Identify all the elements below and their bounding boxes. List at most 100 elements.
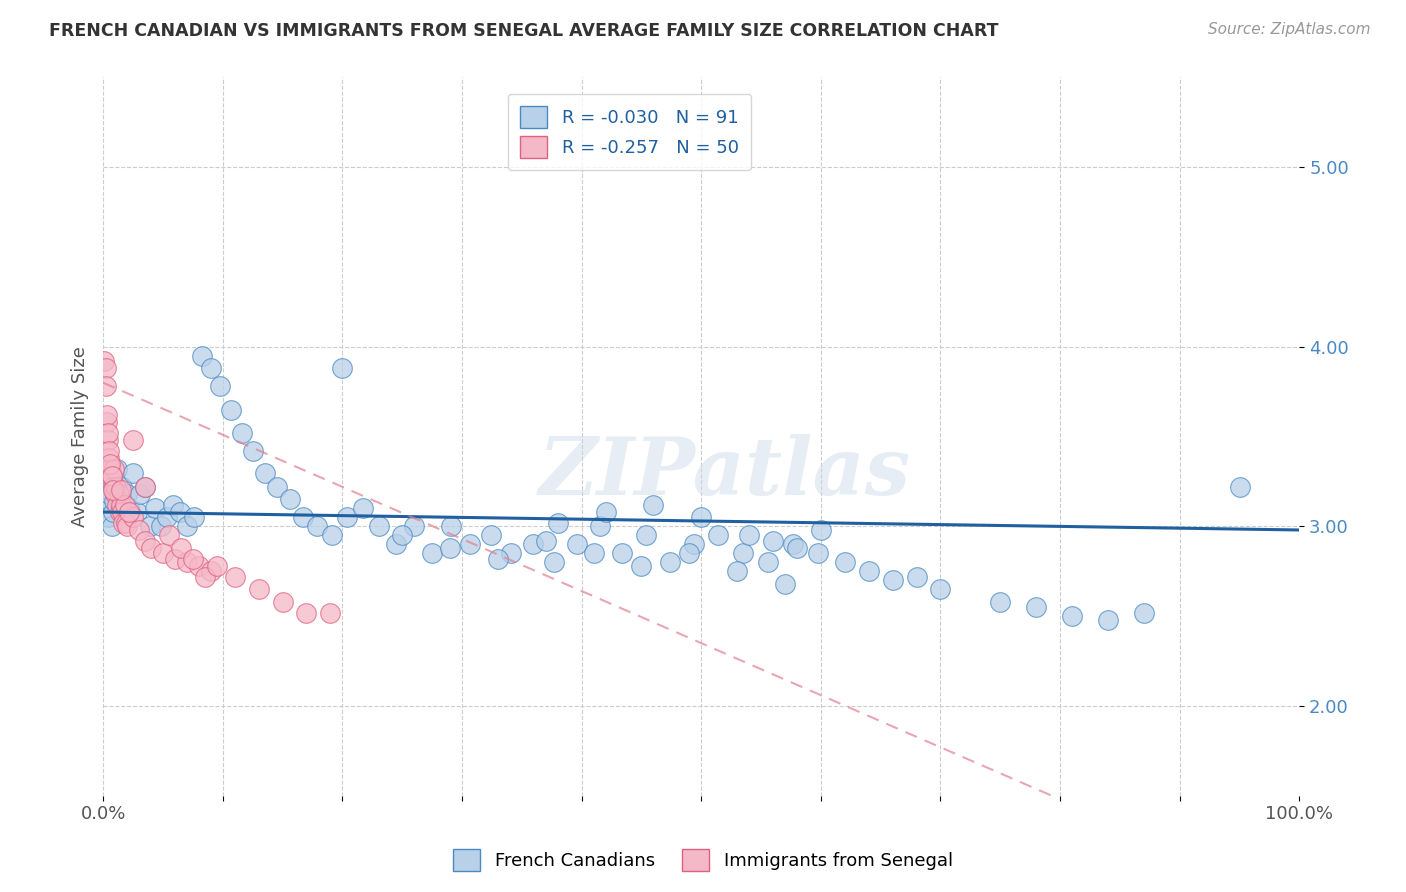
Point bbox=[162, 498, 184, 512]
Point bbox=[834, 555, 856, 569]
Point bbox=[100, 469, 122, 483]
Point bbox=[94, 361, 117, 376]
Point bbox=[115, 516, 138, 530]
Point bbox=[420, 546, 443, 560]
Point bbox=[152, 546, 174, 560]
Point bbox=[125, 505, 148, 519]
Point bbox=[439, 541, 461, 555]
Point bbox=[98, 444, 121, 458]
Y-axis label: Average Family Size: Average Family Size bbox=[72, 346, 89, 527]
Legend: R = -0.030   N = 91, R = -0.257   N = 50: R = -0.030 N = 91, R = -0.257 N = 50 bbox=[508, 94, 751, 170]
Point bbox=[368, 519, 391, 533]
Point bbox=[122, 466, 145, 480]
Point bbox=[762, 533, 785, 548]
Point bbox=[486, 551, 509, 566]
Point bbox=[659, 555, 682, 569]
Point bbox=[1025, 600, 1047, 615]
Point bbox=[103, 462, 125, 476]
Point bbox=[155, 510, 177, 524]
Point bbox=[595, 505, 617, 519]
Point bbox=[1229, 480, 1251, 494]
Point bbox=[118, 505, 141, 519]
Point bbox=[122, 433, 145, 447]
Point bbox=[231, 425, 253, 440]
Point bbox=[321, 528, 343, 542]
Point bbox=[94, 492, 117, 507]
Point bbox=[534, 533, 557, 548]
Point bbox=[219, 402, 242, 417]
Point bbox=[96, 415, 118, 429]
Point bbox=[110, 483, 132, 498]
Point bbox=[479, 528, 502, 542]
Point bbox=[404, 519, 426, 533]
Point bbox=[756, 555, 779, 569]
Point bbox=[224, 569, 246, 583]
Point bbox=[440, 519, 463, 533]
Point bbox=[181, 551, 204, 566]
Point bbox=[882, 574, 904, 588]
Point bbox=[636, 528, 658, 542]
Point bbox=[194, 569, 217, 583]
Point bbox=[200, 564, 222, 578]
Point bbox=[101, 505, 124, 519]
Text: ZIPatlas: ZIPatlas bbox=[538, 434, 911, 511]
Point bbox=[683, 537, 706, 551]
Point bbox=[134, 480, 156, 494]
Point bbox=[522, 537, 544, 551]
Point bbox=[690, 510, 713, 524]
Point bbox=[97, 510, 120, 524]
Text: Source: ZipAtlas.com: Source: ZipAtlas.com bbox=[1208, 22, 1371, 37]
Point bbox=[93, 354, 115, 368]
Point bbox=[271, 595, 294, 609]
Point bbox=[170, 541, 193, 555]
Point bbox=[129, 487, 152, 501]
Point bbox=[163, 551, 186, 566]
Point bbox=[98, 457, 121, 471]
Point bbox=[807, 546, 830, 560]
Point bbox=[96, 408, 118, 422]
Point bbox=[612, 546, 634, 560]
Point bbox=[191, 349, 214, 363]
Point bbox=[253, 466, 276, 480]
Point bbox=[205, 558, 228, 573]
Point bbox=[101, 483, 124, 498]
Point bbox=[104, 480, 127, 494]
Point bbox=[108, 505, 131, 519]
Point bbox=[97, 433, 120, 447]
Point bbox=[107, 498, 129, 512]
Point bbox=[707, 528, 730, 542]
Point bbox=[1060, 609, 1083, 624]
Point bbox=[266, 480, 288, 494]
Point bbox=[678, 546, 700, 560]
Point bbox=[385, 537, 408, 551]
Point bbox=[122, 510, 145, 524]
Point bbox=[187, 558, 209, 573]
Point bbox=[858, 564, 880, 578]
Point bbox=[332, 361, 354, 376]
Point bbox=[247, 582, 270, 597]
Point bbox=[143, 501, 166, 516]
Point bbox=[100, 469, 122, 483]
Point bbox=[114, 501, 136, 516]
Point bbox=[460, 537, 482, 551]
Point bbox=[110, 498, 132, 512]
Point bbox=[98, 451, 121, 466]
Point bbox=[929, 582, 952, 597]
Point bbox=[307, 519, 329, 533]
Point bbox=[499, 546, 522, 560]
Point bbox=[98, 487, 121, 501]
Point bbox=[111, 505, 134, 519]
Point bbox=[98, 462, 121, 476]
Point bbox=[547, 516, 569, 530]
Point bbox=[101, 480, 124, 494]
Point bbox=[630, 558, 652, 573]
Point bbox=[391, 528, 413, 542]
Point bbox=[810, 523, 832, 537]
Point bbox=[97, 425, 120, 440]
Point bbox=[295, 606, 318, 620]
Point bbox=[738, 528, 761, 542]
Point bbox=[773, 577, 796, 591]
Point bbox=[134, 480, 156, 494]
Point bbox=[242, 444, 264, 458]
Point bbox=[352, 501, 374, 516]
